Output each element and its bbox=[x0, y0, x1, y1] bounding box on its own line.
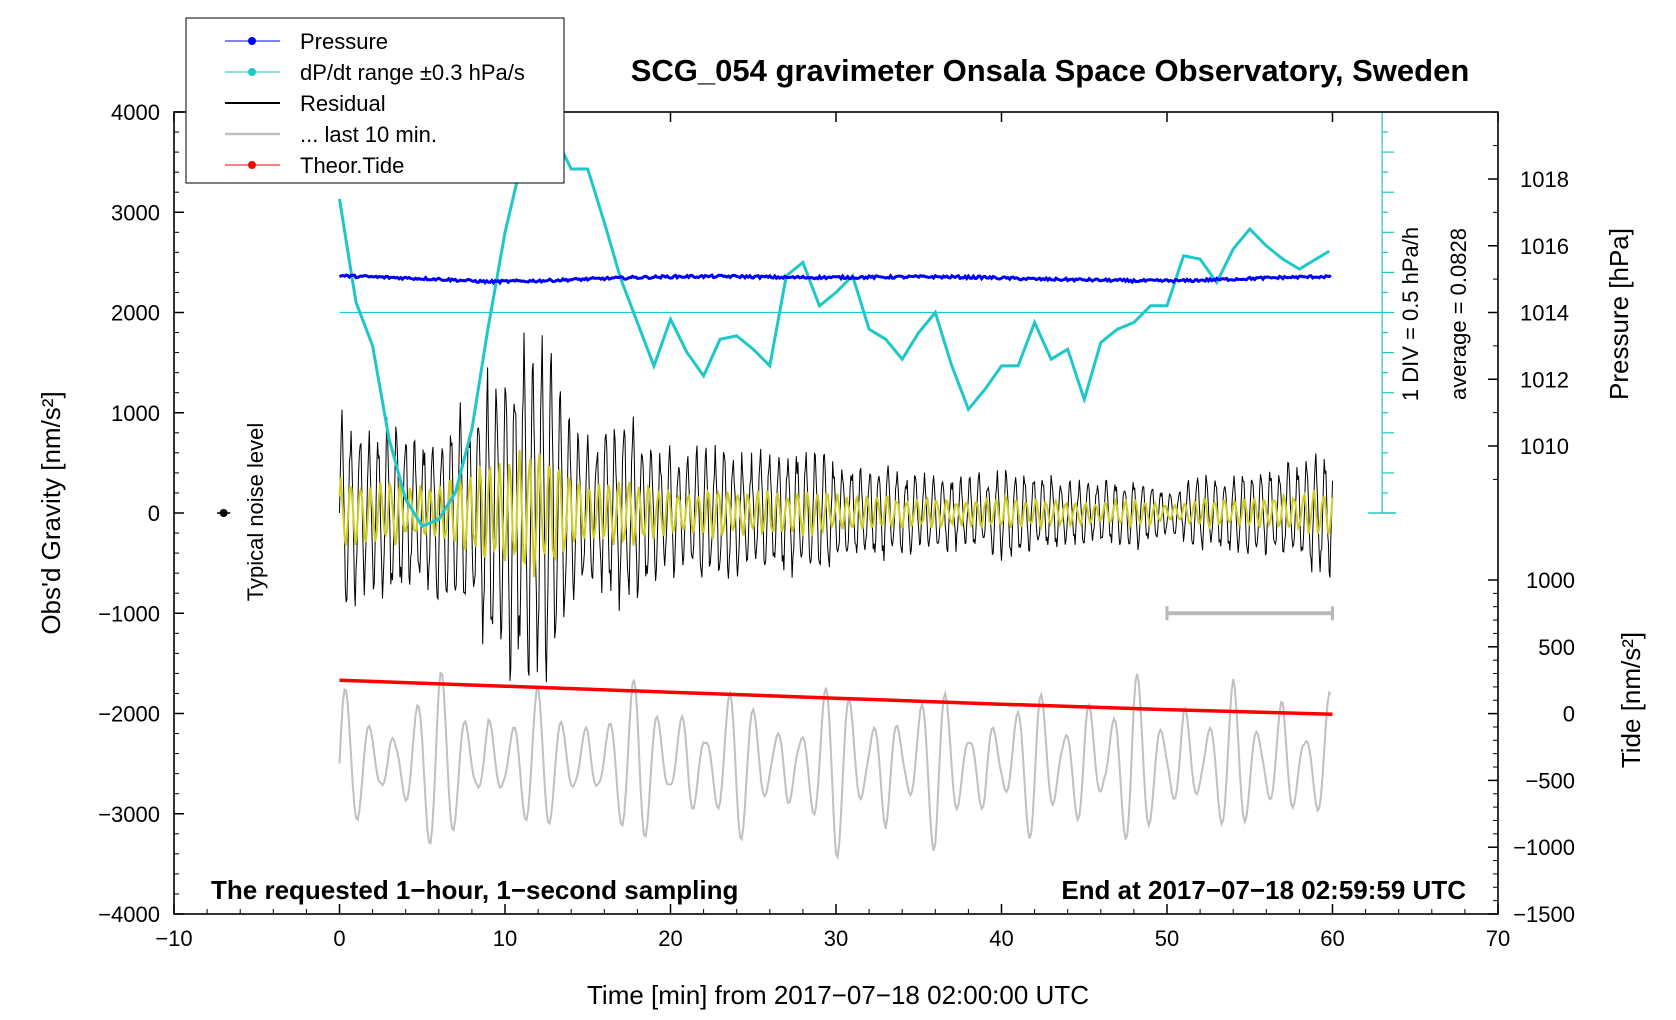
div-label: 1 DIV = 0.5 hPa/h bbox=[1398, 227, 1423, 401]
y-tick-label-left: 0 bbox=[148, 501, 160, 526]
x-tick-label: 30 bbox=[824, 926, 848, 951]
legend-marker bbox=[248, 68, 256, 76]
y-tick-label-left: −3000 bbox=[98, 802, 160, 827]
x-tick-label: 40 bbox=[989, 926, 1013, 951]
y-axis-title-left: Obs'd Gravity [nm/s²] bbox=[36, 391, 66, 634]
y-axis-title-pressure: Pressure [hPa] bbox=[1604, 228, 1634, 400]
pressure-tick-label: 1014 bbox=[1520, 301, 1569, 326]
series-theor-tide bbox=[339, 678, 1333, 717]
x-tick-label: 20 bbox=[658, 926, 682, 951]
chart-title: SCG_054 gravimeter Onsala Space Observat… bbox=[631, 53, 1470, 88]
y-tick-label-left: −1000 bbox=[98, 601, 160, 626]
x-axis-title: Time [min] from 2017−07−18 02:00:00 UTC bbox=[587, 980, 1089, 1010]
pressure-tick-label: 1010 bbox=[1520, 434, 1569, 459]
annotation-end-time: End at 2017−07−18 02:59:59 UTC bbox=[1061, 875, 1466, 905]
x-tick-label: 60 bbox=[1320, 926, 1344, 951]
y-axis-title-tide: Tide [nm/s²] bbox=[1616, 632, 1646, 768]
legend-box bbox=[185, 17, 565, 184]
annotation-sampling: The requested 1−hour, 1−second sampling bbox=[211, 875, 738, 905]
x-tick-label: −10 bbox=[155, 926, 192, 951]
pressure-tick-label: 1016 bbox=[1520, 234, 1569, 259]
x-tick-label: 50 bbox=[1155, 926, 1179, 951]
series-dpdt bbox=[338, 109, 1330, 528]
legend: Pressure dP/dt range ±0.3 hPa/s Residual..… bbox=[185, 17, 565, 184]
legend-label: ... last 10 min. bbox=[300, 122, 437, 147]
pressure-tick-label: 1018 bbox=[1520, 167, 1569, 192]
average-label: average = 0.0828 bbox=[1446, 228, 1471, 400]
y-tick-label-left: 2000 bbox=[111, 301, 160, 326]
tide-tick-label: 1000 bbox=[1526, 568, 1575, 593]
plot-layer bbox=[217, 109, 1397, 861]
tide-tick-label: 500 bbox=[1538, 635, 1575, 660]
legend-marker bbox=[248, 37, 256, 45]
noise-level-label: Typical noise level bbox=[243, 423, 268, 602]
legend-marker bbox=[248, 161, 256, 169]
tide-tick-label: −1500 bbox=[1513, 902, 1575, 927]
tide-tick-label: −500 bbox=[1525, 768, 1575, 793]
y-tick-label-left: 1000 bbox=[111, 401, 160, 426]
x-tick-label: 10 bbox=[493, 926, 517, 951]
series-residual-smoothed bbox=[338, 449, 1334, 578]
tide-tick-label: 0 bbox=[1563, 702, 1575, 727]
legend-label: dP/dt range ±0.3 hPa/s bbox=[300, 60, 525, 85]
legend-label: Pressure bbox=[300, 29, 388, 54]
y-tick-label-left: −4000 bbox=[98, 902, 160, 927]
series-residual bbox=[339, 332, 1333, 683]
axes-layer: −10 0 10 20 30 40 50 60 70 −4000 −3000 −2000 −1000 0 1… bbox=[98, 100, 1575, 951]
pressure-tick-label: 1012 bbox=[1520, 367, 1569, 392]
x-tick-label: 0 bbox=[333, 926, 345, 951]
x-tick-label: 70 bbox=[1486, 926, 1510, 951]
series-last-10-min bbox=[338, 670, 1332, 861]
tide-tick-label: −1000 bbox=[1513, 835, 1575, 860]
series-pressure bbox=[338, 273, 1332, 286]
y-tick-label-left: 4000 bbox=[111, 100, 160, 125]
y-tick-label-left: −2000 bbox=[98, 702, 160, 727]
legend-label: Theor.Tide bbox=[300, 153, 404, 178]
y-tick-label-left: 3000 bbox=[111, 200, 160, 225]
noise-level-dot bbox=[219, 509, 228, 517]
legend-label: Residual bbox=[300, 91, 386, 116]
